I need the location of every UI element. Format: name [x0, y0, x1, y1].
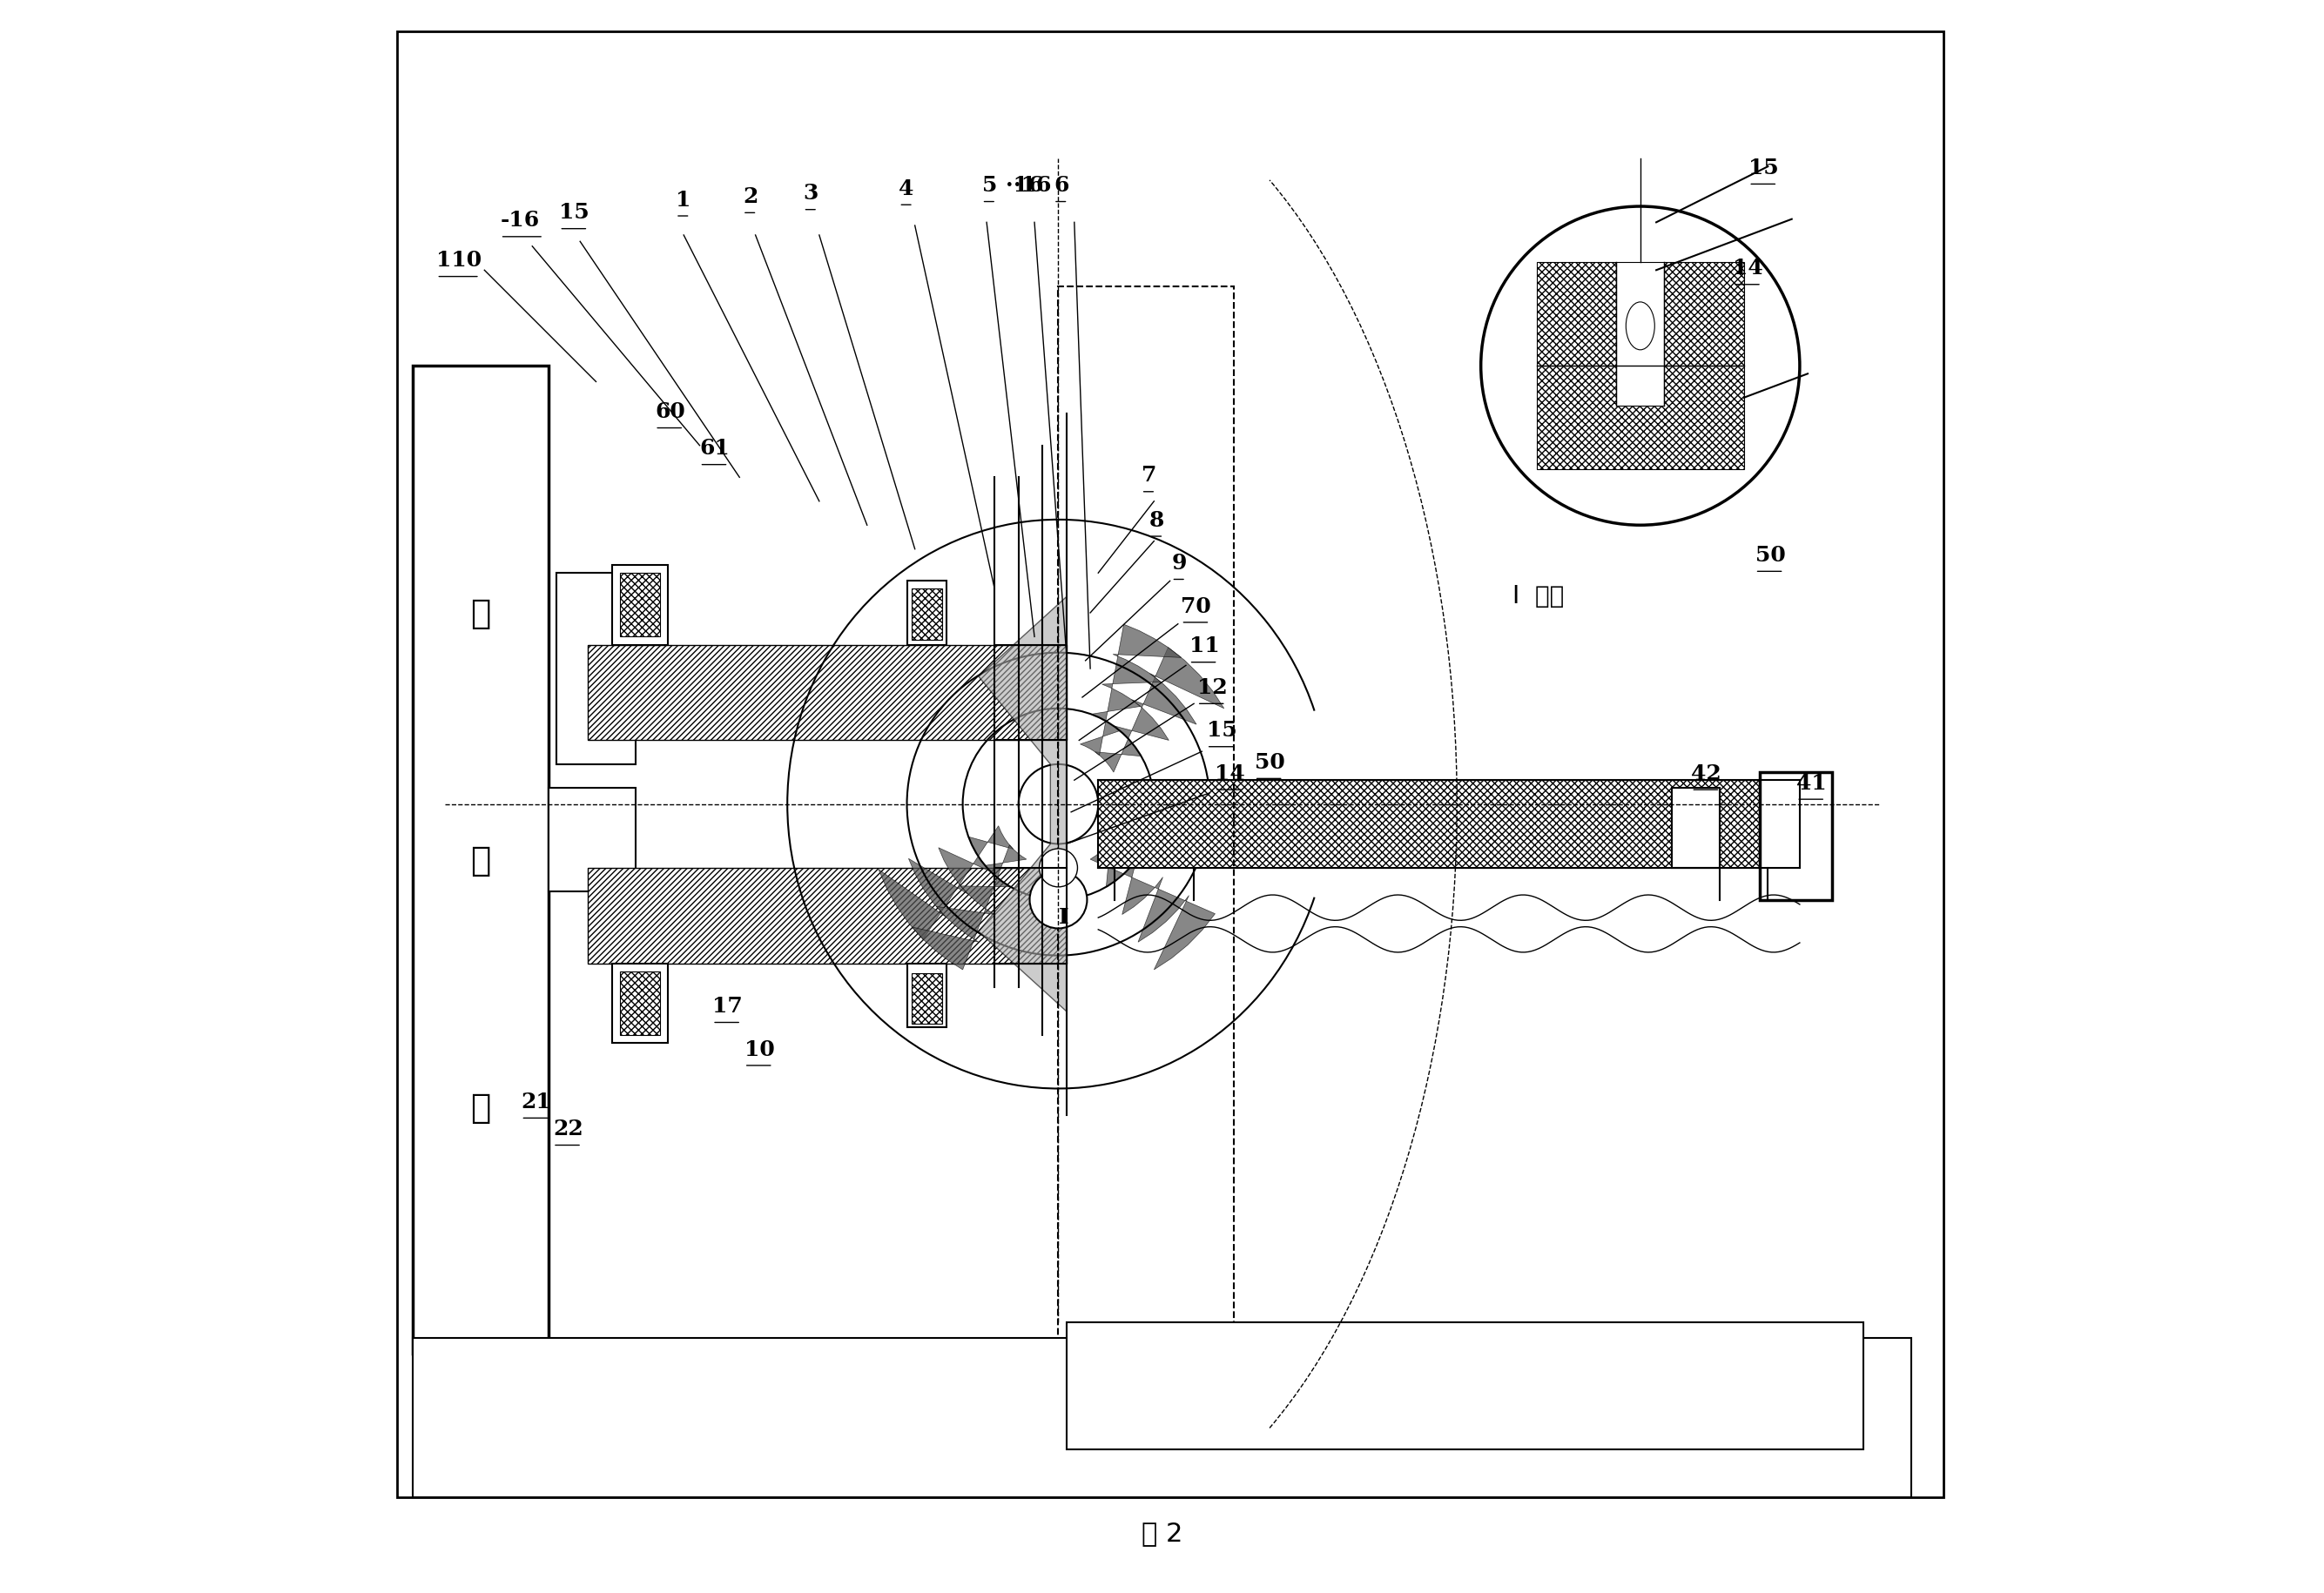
Text: 4: 4: [899, 178, 913, 199]
Bar: [1618, 263, 1664, 406]
Text: 图 2: 图 2: [1141, 1520, 1183, 1545]
Text: 50: 50: [1255, 752, 1285, 773]
Text: 2: 2: [744, 186, 758, 207]
Text: ·16: ·16: [1006, 175, 1043, 196]
Ellipse shape: [1627, 303, 1655, 350]
Text: 70: 70: [1181, 596, 1211, 616]
Polygon shape: [1095, 648, 1225, 773]
Text: 21: 21: [521, 1091, 551, 1112]
Bar: [548, 789, 637, 892]
Text: 制: 制: [469, 844, 490, 876]
Polygon shape: [978, 597, 1067, 1012]
Text: 15: 15: [560, 202, 590, 223]
Bar: [1099, 781, 1799, 868]
Bar: [588, 868, 1067, 964]
Bar: [911, 589, 941, 640]
Text: 控: 控: [469, 597, 490, 629]
Text: 50: 50: [1755, 545, 1785, 566]
Text: ·16: ·16: [1013, 175, 1050, 196]
Bar: [1536, 263, 1618, 366]
Bar: [1673, 789, 1720, 868]
Text: 17: 17: [713, 996, 744, 1016]
Text: 12: 12: [1197, 677, 1227, 698]
Bar: [611, 964, 667, 1043]
Text: 41: 41: [1796, 773, 1827, 793]
Bar: [1536, 366, 1743, 470]
Text: 8: 8: [1150, 510, 1164, 530]
Circle shape: [1030, 871, 1088, 929]
Text: 7: 7: [1141, 465, 1157, 486]
Bar: [555, 573, 637, 765]
Bar: [906, 581, 946, 645]
Bar: [1759, 773, 1831, 900]
Bar: [414, 1338, 1910, 1497]
Bar: [906, 964, 946, 1027]
Circle shape: [1039, 849, 1078, 887]
Text: 22: 22: [553, 1118, 583, 1139]
Text: 10: 10: [744, 1039, 774, 1059]
Bar: [588, 645, 1067, 741]
Text: 14: 14: [1215, 763, 1246, 784]
Text: 61: 61: [700, 438, 730, 459]
Text: 5: 5: [981, 175, 997, 196]
Text: 15: 15: [1206, 720, 1236, 741]
Text: 60: 60: [655, 401, 686, 422]
Text: I  放大: I 放大: [1513, 585, 1564, 609]
Text: -16: -16: [500, 210, 539, 231]
Text: 14: 14: [1734, 258, 1764, 279]
Text: 110: 110: [437, 250, 481, 271]
Text: 3: 3: [804, 183, 818, 204]
Text: 6: 6: [1053, 175, 1069, 196]
Text: 15: 15: [1748, 158, 1778, 178]
Bar: [911, 973, 941, 1024]
Bar: [414, 366, 548, 1354]
Bar: [1067, 1322, 1864, 1450]
Text: 9: 9: [1171, 553, 1188, 573]
Bar: [1664, 263, 1743, 366]
Circle shape: [1018, 765, 1099, 844]
Text: I: I: [1057, 906, 1069, 927]
Bar: [621, 573, 660, 637]
Bar: [611, 566, 667, 645]
Polygon shape: [878, 827, 1013, 940]
Text: 42: 42: [1692, 763, 1722, 784]
Bar: [621, 972, 660, 1035]
Polygon shape: [911, 846, 1027, 970]
Text: 11: 11: [1190, 636, 1220, 656]
Polygon shape: [1081, 624, 1181, 755]
Text: 器: 器: [469, 1091, 490, 1123]
Circle shape: [1480, 207, 1799, 526]
Text: 1: 1: [676, 190, 690, 210]
Polygon shape: [1090, 841, 1215, 970]
